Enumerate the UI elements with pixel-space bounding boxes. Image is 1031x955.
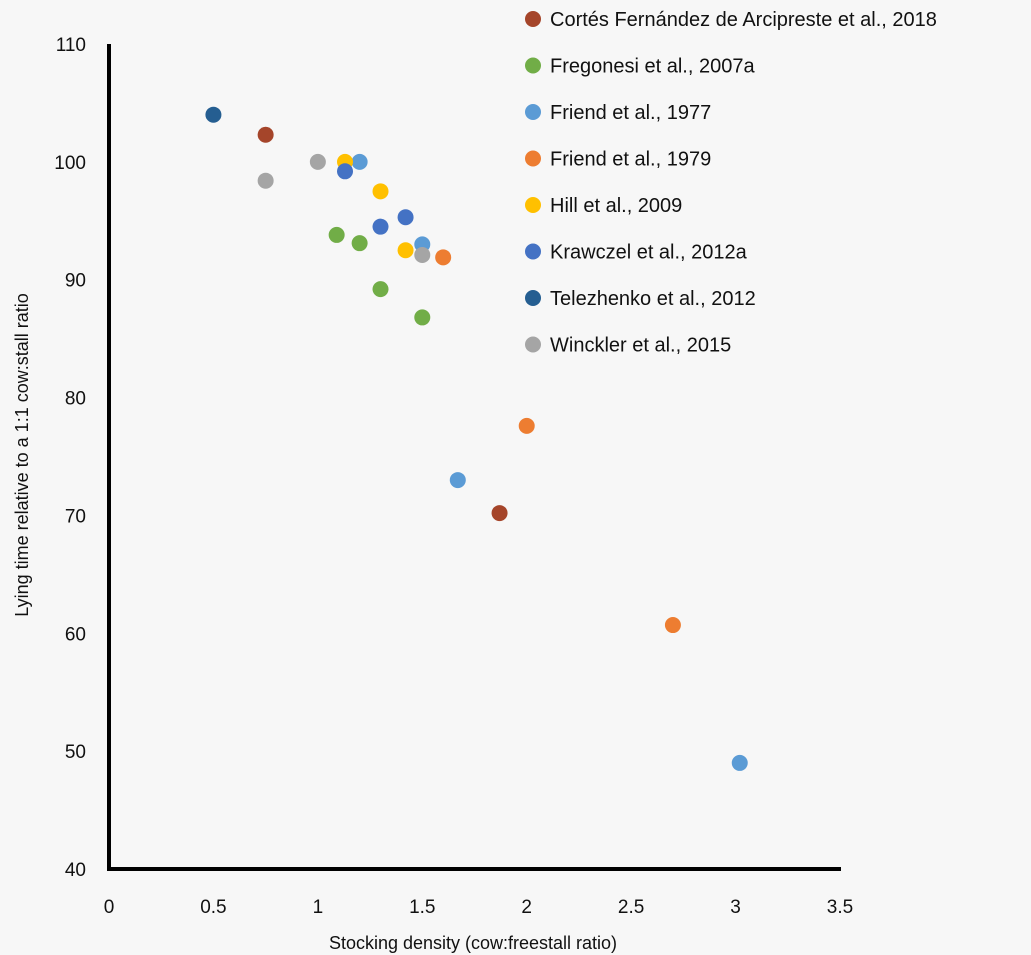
legend-label: Krawczel et al., 2012a — [550, 242, 748, 264]
y-tick-label: 80 — [65, 389, 86, 410]
data-point — [449, 472, 466, 489]
legend-marker — [525, 104, 541, 120]
x-tick-label: 1.5 — [409, 897, 435, 918]
y-tick-label: 110 — [56, 35, 86, 56]
legend-marker — [525, 336, 541, 353]
legend-label: Fregonesi et al., 2007a — [550, 56, 755, 78]
y-tick-label: 50 — [65, 742, 86, 763]
data-point — [309, 153, 326, 170]
data-point — [351, 235, 368, 252]
data-point — [414, 309, 431, 326]
data-point — [351, 153, 368, 170]
x-tick-label: 3 — [730, 897, 741, 918]
data-point — [205, 106, 222, 123]
legend-marker — [525, 150, 541, 167]
data-point — [414, 246, 431, 263]
x-axis-title: Stocking density (cow:freestall ratio) — [329, 933, 617, 953]
y-tick-label: 40 — [65, 860, 86, 881]
data-point — [435, 249, 452, 266]
legend-label: Hill et al., 2009 — [550, 195, 682, 217]
legend-marker — [525, 57, 541, 74]
data-point — [257, 126, 274, 143]
x-tick-label: 0 — [104, 897, 115, 918]
y-tick-label: 60 — [65, 624, 86, 645]
legend-marker — [525, 290, 541, 306]
y-tick-label: 100 — [54, 153, 86, 174]
legend-marker — [525, 197, 541, 213]
y-tick-labels: 40 50 60 70 80 90 100 110 — [54, 35, 86, 881]
legend-label: Friend et al., 1977 — [550, 102, 711, 124]
legend-marker — [525, 11, 541, 27]
data-point — [518, 417, 535, 434]
data-point — [328, 226, 345, 243]
legend: Cortés Fernández de Arcipreste et al., 2… — [525, 9, 937, 357]
y-axis-title: Lying time relative to a 1:1 cow:stall r… — [12, 293, 32, 616]
data-point — [491, 505, 508, 522]
x-tick-label: 2 — [521, 897, 532, 918]
data-point — [731, 754, 748, 771]
x-tick-labels: 0 0.5 1 1.5 2 2.5 3 3.5 — [104, 897, 854, 918]
data-point — [397, 242, 414, 259]
data-point — [372, 281, 389, 298]
data-point — [664, 617, 681, 634]
legend-marker — [525, 243, 541, 260]
data-points — [205, 106, 748, 771]
y-tick-label: 90 — [65, 271, 86, 292]
legend-label: Cortés Fernández de Arcipreste et al., 2… — [550, 9, 937, 31]
legend-label: Telezhenko et al., 2012 — [550, 288, 756, 310]
legend-label: Friend et al., 1979 — [550, 149, 711, 171]
x-tick-label: 1 — [313, 897, 324, 918]
x-tick-label: 3.5 — [827, 897, 853, 918]
data-point — [397, 209, 414, 226]
data-point — [337, 163, 354, 180]
y-tick-label: 70 — [65, 506, 86, 527]
data-point — [372, 183, 389, 200]
data-point — [257, 172, 274, 189]
x-tick-label: 2.5 — [618, 897, 644, 918]
legend-label: Winckler et al., 2015 — [550, 335, 731, 357]
x-tick-label: 0.5 — [200, 897, 226, 918]
data-point — [372, 218, 389, 235]
